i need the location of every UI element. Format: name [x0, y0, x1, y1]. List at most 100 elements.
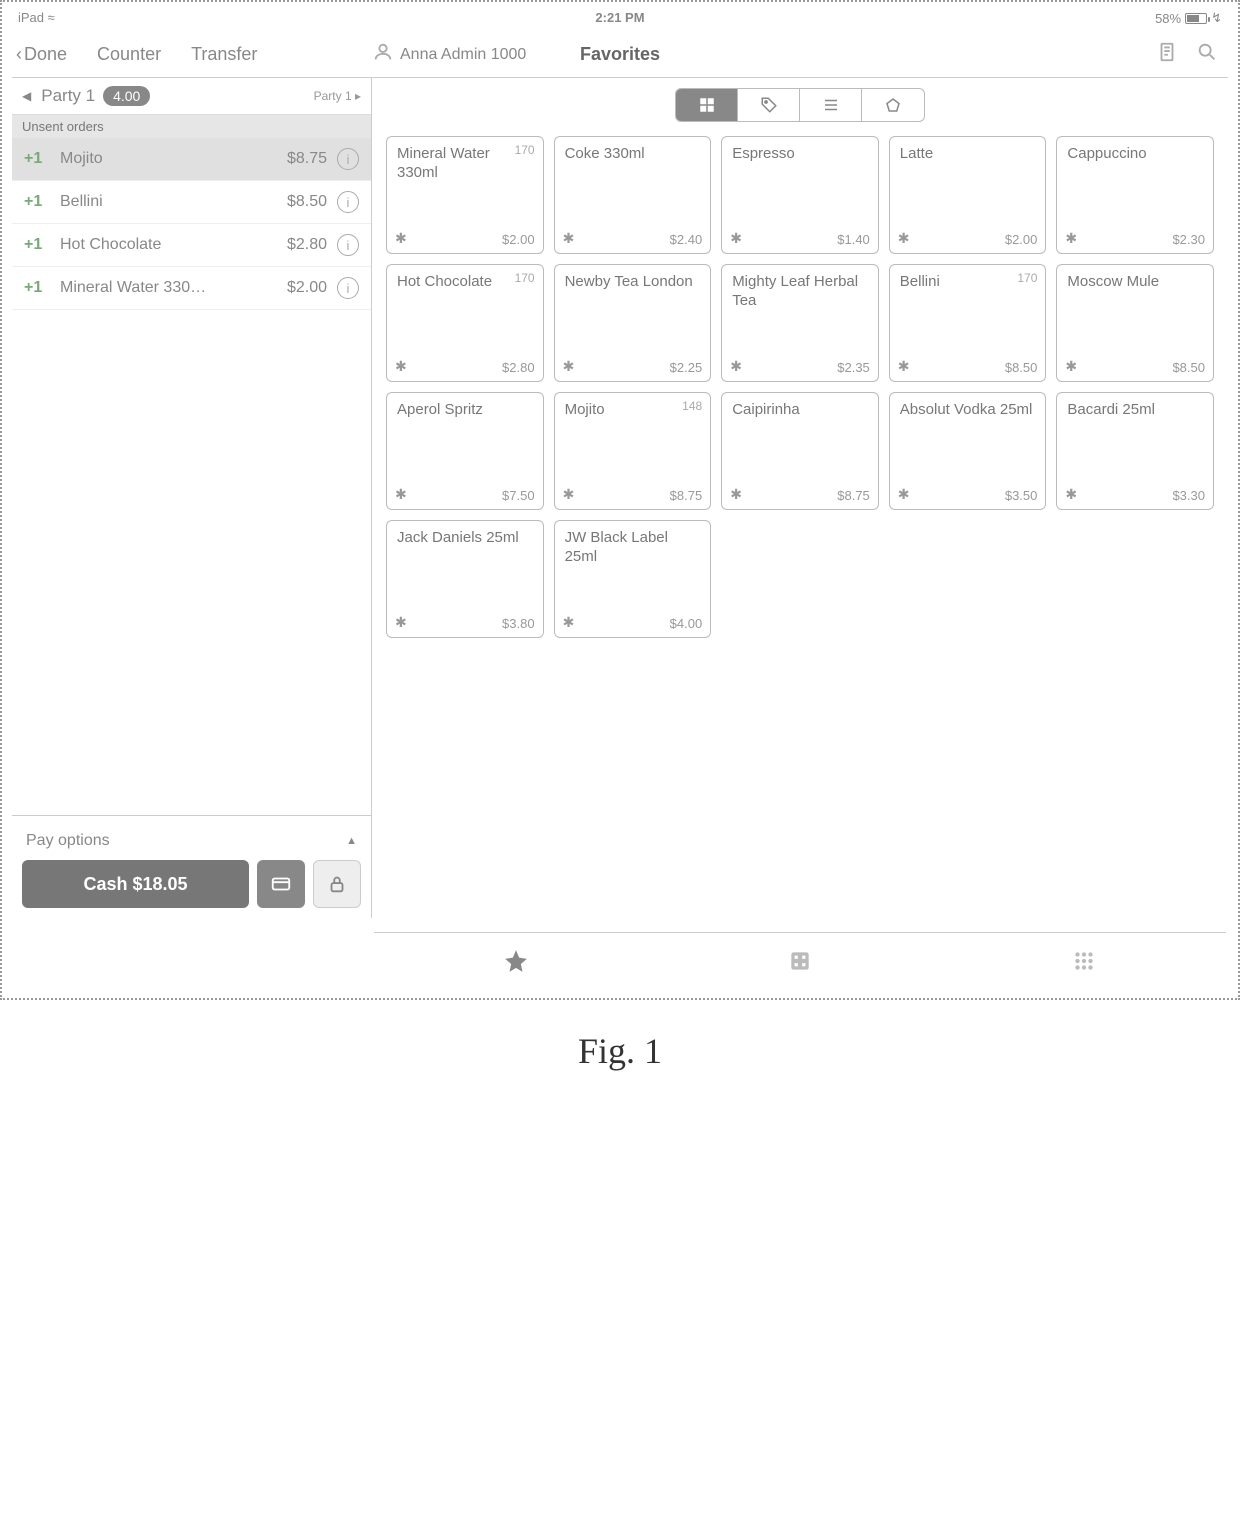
- product-tile[interactable]: 170Hot Chocolate✱$2.80: [386, 264, 544, 382]
- done-button[interactable]: ‹ Done: [16, 44, 67, 65]
- order-row[interactable]: +1Hot Chocolate$2.80i: [12, 224, 371, 267]
- product-name: Mighty Leaf Herbal Tea: [732, 273, 868, 311]
- options-icon[interactable]: ✱: [1065, 358, 1077, 375]
- product-tile[interactable]: Coke 330ml✱$2.40: [554, 136, 712, 254]
- view-list-button[interactable]: [800, 89, 862, 121]
- product-tile[interactable]: Caipirinha✱$8.75: [721, 392, 879, 510]
- order-item-price: $2.00: [257, 279, 327, 297]
- product-name: Aperol Spritz: [397, 401, 533, 420]
- search-icon[interactable]: [1196, 41, 1218, 68]
- stock-count: 148: [682, 399, 702, 413]
- product-price: $4.00: [670, 616, 703, 631]
- product-tile[interactable]: Newby Tea London✱$2.25: [554, 264, 712, 382]
- product-price: $2.00: [1005, 232, 1038, 247]
- chevron-left-icon: ‹: [16, 44, 22, 65]
- view-tag-button[interactable]: [738, 89, 800, 121]
- page-title: Favorites: [580, 44, 660, 65]
- options-icon[interactable]: ✱: [563, 486, 575, 503]
- info-icon[interactable]: i: [337, 234, 359, 256]
- options-icon[interactable]: ✱: [898, 358, 910, 375]
- cash-button[interactable]: Cash $18.05: [22, 860, 249, 908]
- figure-label: Fig. 1: [0, 1030, 1240, 1072]
- product-tile[interactable]: Absolut Vodka 25ml✱$3.50: [889, 392, 1047, 510]
- product-price: $8.50: [1172, 360, 1205, 375]
- info-icon[interactable]: i: [337, 191, 359, 213]
- options-icon[interactable]: ✱: [1065, 486, 1077, 503]
- qty-plus[interactable]: +1: [24, 279, 50, 297]
- product-tile[interactable]: JW Black Label 25ml✱$4.00: [554, 520, 712, 638]
- product-price: $7.50: [502, 488, 535, 503]
- lock-button[interactable]: [313, 860, 361, 908]
- options-icon[interactable]: ✱: [395, 230, 407, 247]
- order-row[interactable]: +1Mineral Water 330…$2.00i: [12, 267, 371, 310]
- order-header: ◀ Party 1 4.00 Party 1 ▸: [12, 78, 371, 115]
- info-icon[interactable]: i: [337, 277, 359, 299]
- bottom-tab-bar: [374, 932, 1226, 988]
- product-price: $8.50: [1005, 360, 1038, 375]
- counter-link[interactable]: Counter: [97, 44, 161, 65]
- top-bar: ‹ Done Counter Transfer Anna Admin 1000 …: [12, 32, 1228, 78]
- product-price: $2.35: [837, 360, 870, 375]
- user-icon: [372, 41, 394, 68]
- product-name: Absolut Vodka 25ml: [900, 401, 1036, 420]
- order-item-name: Mojito: [60, 150, 247, 168]
- options-icon[interactable]: ✱: [563, 230, 575, 247]
- options-icon[interactable]: ✱: [563, 614, 575, 631]
- product-tile[interactable]: Latte ✱ $2.00: [889, 136, 1047, 254]
- product-tile[interactable]: Aperol Spritz ✱ $7.50: [386, 392, 544, 510]
- product-price: $2.40: [670, 232, 703, 247]
- product-tile[interactable]: Moscow Mule✱$8.50: [1056, 264, 1214, 382]
- options-icon[interactable]: ✱: [1065, 230, 1077, 247]
- order-row[interactable]: +1Mojito$8.75i: [12, 138, 371, 181]
- product-tile[interactable]: 170Bellini✱$8.50: [889, 264, 1047, 382]
- order-row[interactable]: +1Bellini$8.50i: [12, 181, 371, 224]
- party-selector[interactable]: Party 1 ▸: [314, 89, 361, 103]
- transfer-link[interactable]: Transfer: [191, 44, 257, 65]
- product-price: $1.40: [837, 232, 870, 247]
- options-icon[interactable]: ✱: [730, 486, 742, 503]
- product-tile[interactable]: Bacardi 25ml ✱ $3.30: [1056, 392, 1214, 510]
- info-icon[interactable]: i: [337, 148, 359, 170]
- product-price: $3.30: [1172, 488, 1205, 503]
- product-name: Newby Tea London: [565, 273, 701, 292]
- party-label[interactable]: Party 1 4.00: [41, 86, 150, 106]
- product-name: Caipirinha: [732, 401, 868, 420]
- product-name: Mojito: [565, 401, 701, 420]
- options-icon[interactable]: ✱: [898, 486, 910, 503]
- options-icon[interactable]: ✱: [730, 358, 742, 375]
- view-shape-button[interactable]: [862, 89, 924, 121]
- tab-more[interactable]: [1071, 948, 1097, 974]
- options-icon[interactable]: ✱: [395, 614, 407, 631]
- product-tile[interactable]: 170Mineral Water 330ml✱$2.00: [386, 136, 544, 254]
- receipt-icon[interactable]: [1156, 41, 1178, 68]
- product-tile[interactable]: Cappuccino✱$2.30: [1056, 136, 1214, 254]
- product-name: Cappuccino: [1067, 145, 1203, 164]
- order-item-name: Bellini: [60, 193, 247, 211]
- view-grid-button[interactable]: [676, 89, 738, 121]
- qty-plus[interactable]: +1: [24, 150, 50, 168]
- view-toggle: [372, 78, 1228, 136]
- options-icon[interactable]: ✱: [563, 358, 575, 375]
- card-button[interactable]: [257, 860, 305, 908]
- options-icon[interactable]: ✱: [898, 230, 910, 247]
- battery-status: 58% ↯: [1155, 10, 1222, 26]
- product-tile[interactable]: Espresso✱$1.40: [721, 136, 879, 254]
- stock-count: 170: [515, 271, 535, 285]
- product-tile[interactable]: Mighty Leaf Herbal Tea ✱ $2.35: [721, 264, 879, 382]
- collapse-icon[interactable]: ◀: [22, 89, 31, 103]
- product-name: Bellini: [900, 273, 1036, 292]
- product-grid: 170Mineral Water 330ml✱$2.00Coke 330ml✱$…: [372, 136, 1228, 638]
- qty-plus[interactable]: +1: [24, 193, 50, 211]
- options-icon[interactable]: ✱: [395, 358, 407, 375]
- tab-keypad[interactable]: [787, 948, 813, 974]
- options-icon[interactable]: ✱: [395, 486, 407, 503]
- product-tile[interactable]: Jack Daniels 25ml✱$3.80: [386, 520, 544, 638]
- product-tile[interactable]: 148Mojito✱$8.75: [554, 392, 712, 510]
- options-icon[interactable]: ✱: [730, 230, 742, 247]
- pay-options-button[interactable]: Pay options ▲: [22, 826, 361, 860]
- product-name: Bacardi 25ml: [1067, 401, 1203, 420]
- tab-favorites[interactable]: [503, 948, 529, 974]
- current-user[interactable]: Anna Admin 1000: [372, 41, 526, 68]
- product-name: Latte: [900, 145, 1036, 164]
- qty-plus[interactable]: +1: [24, 236, 50, 254]
